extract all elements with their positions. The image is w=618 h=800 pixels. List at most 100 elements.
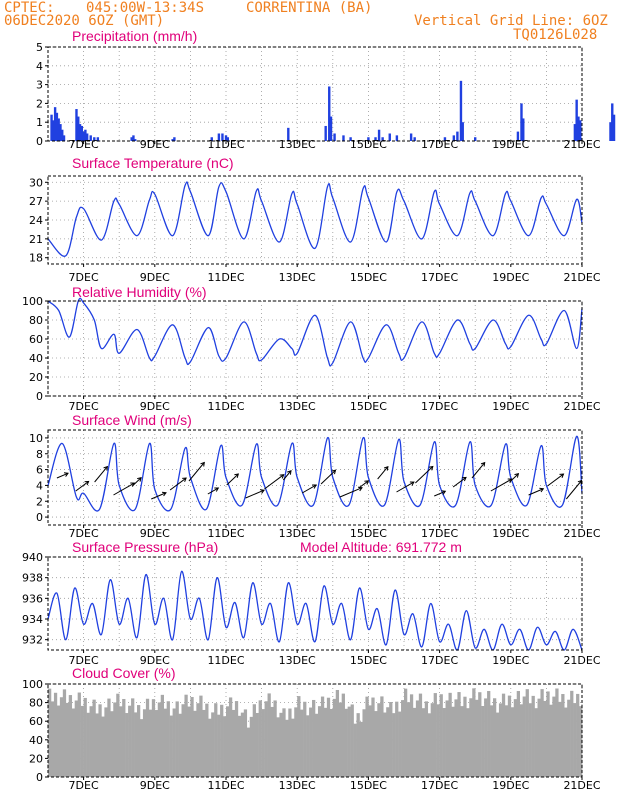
x-tick-label: 15DEC xyxy=(350,400,387,413)
precip-bar xyxy=(52,120,55,141)
cloud-bar xyxy=(264,701,268,777)
x-tick-label: 13DEC xyxy=(279,138,316,151)
precip-bar xyxy=(474,137,477,141)
cloud-bar xyxy=(62,689,67,777)
wind-arrow xyxy=(320,469,336,485)
cloud-title: Cloud Cover (%) xyxy=(72,665,175,681)
temperature-frame xyxy=(47,175,583,265)
cloud-bar xyxy=(495,712,500,777)
cloud-bar xyxy=(323,707,328,777)
temperature-title: Surface Temperature (nC) xyxy=(72,155,234,171)
cloud-bar xyxy=(139,719,144,777)
cloud-bar xyxy=(276,717,280,777)
x-tick-label: 9DEC xyxy=(140,527,170,540)
y-tick-label: 40 xyxy=(29,352,43,365)
y-tick-label: 4 xyxy=(36,479,43,492)
cloud-bar xyxy=(220,704,224,777)
cloud-bar xyxy=(368,705,372,777)
precip-bar xyxy=(287,127,290,141)
x-tick-label: 13DEC xyxy=(279,654,316,667)
precip-bar xyxy=(221,133,224,141)
cloud-bar xyxy=(567,699,571,777)
cloud-bar xyxy=(131,698,135,777)
x-tick-label: 9DEC xyxy=(140,138,170,151)
cloud-bar xyxy=(291,718,295,777)
cloud-bar xyxy=(439,694,443,777)
cloud-bar xyxy=(89,706,93,777)
x-tick-label: 7DEC xyxy=(69,400,99,413)
wind-arrow-head xyxy=(214,487,220,492)
cloud-bar xyxy=(137,705,141,777)
cloud-bar xyxy=(320,696,325,777)
cloud-bar xyxy=(519,704,523,777)
cloud-bar xyxy=(487,691,491,777)
cloud-bar xyxy=(163,708,167,777)
cloud-bar xyxy=(217,714,221,777)
x-tick-label: 13DEC xyxy=(279,779,316,792)
wind-arrow xyxy=(434,490,446,497)
cloud-frame xyxy=(47,683,583,778)
cloud-bar xyxy=(335,689,340,777)
precip-bar xyxy=(84,129,87,141)
precip-bar xyxy=(226,137,229,141)
precip-bar xyxy=(134,139,137,141)
cloud-bar xyxy=(386,707,390,777)
wind-arrow-head xyxy=(161,491,167,497)
cloud-bar xyxy=(56,705,61,777)
cloud-bar xyxy=(154,710,159,777)
cloud-bar xyxy=(312,699,316,777)
wind-arrow-head xyxy=(559,473,565,478)
x-tick-label: 9DEC xyxy=(140,400,170,413)
cloud-bar xyxy=(148,709,153,777)
x-tick-label: 11DEC xyxy=(207,400,244,413)
wind-arrow-head xyxy=(441,490,447,495)
cloud-bar xyxy=(270,706,274,777)
precip-bar xyxy=(96,137,100,141)
y-tick-label: 24 xyxy=(29,214,43,227)
precip-bar xyxy=(55,112,59,141)
precip-bar xyxy=(61,129,64,141)
cloud-bar xyxy=(237,715,242,777)
cloud-bar xyxy=(513,699,518,777)
humidity-frame xyxy=(47,300,583,397)
y-tick-label: 2 xyxy=(36,495,43,508)
header-source: CPTEC: xyxy=(4,0,55,16)
cloud-bar xyxy=(214,703,218,777)
temperature-panel: 18 21 24 27 30 7DEC 9DEC 11DEC 13DEC 15DEC 17DEC 19… xyxy=(29,155,601,284)
wind-arrow-head xyxy=(312,484,317,489)
x-tick-label: 9DEC xyxy=(140,654,170,667)
precip-bar xyxy=(171,139,174,141)
precip-bar xyxy=(413,137,416,141)
cloud-bar xyxy=(507,695,512,777)
y-tick-label: 100 xyxy=(22,295,43,308)
cloud-bar xyxy=(460,706,464,777)
precip-bar xyxy=(210,137,213,141)
cloud-bar xyxy=(371,697,375,777)
x-tick-label: 13DEC xyxy=(279,400,316,413)
cloud-bar xyxy=(412,707,417,777)
cloud-bar xyxy=(353,723,357,777)
cloud-bar xyxy=(226,706,230,777)
cloud-bar xyxy=(510,707,515,777)
wind-arrow xyxy=(471,462,486,479)
precip-bar xyxy=(57,118,60,141)
wind-arrow xyxy=(528,488,544,496)
cloud-bar xyxy=(516,691,520,777)
cloud-bar xyxy=(294,707,298,777)
cloud-bar xyxy=(451,706,455,777)
wind-arrow-head xyxy=(234,473,240,478)
cloud-bar xyxy=(74,700,78,777)
x-tick-label: 21DEC xyxy=(563,400,600,413)
cloud-bar xyxy=(228,697,233,777)
cloud-bar xyxy=(359,721,363,777)
precip-bar xyxy=(522,118,525,141)
cloud-bar xyxy=(463,696,467,777)
cloud-bar xyxy=(570,690,574,777)
precip-bar xyxy=(224,135,228,141)
cloud-bar xyxy=(579,706,583,777)
wind-arrow-head xyxy=(480,461,486,467)
header-run: 06DEC2020 6OZ (GMT) xyxy=(4,13,164,29)
cloud-bar xyxy=(395,701,399,777)
precip-bar xyxy=(579,120,582,141)
